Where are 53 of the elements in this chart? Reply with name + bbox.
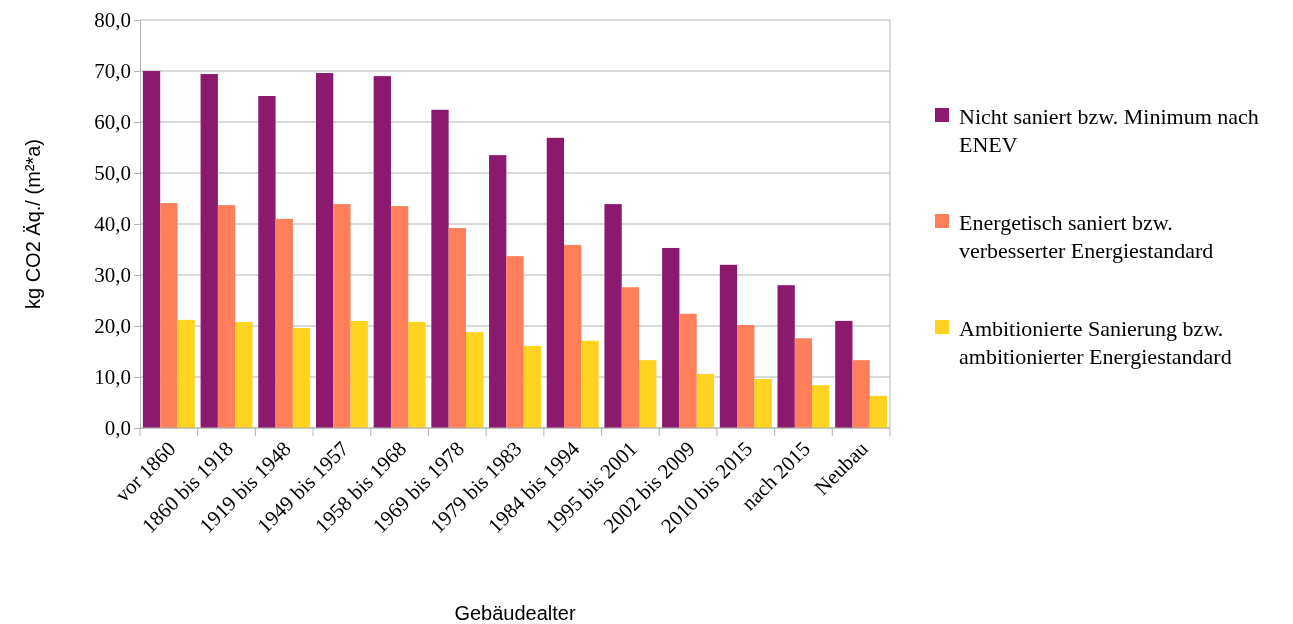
bar [737,324,755,428]
bar [639,360,657,428]
bar [719,264,738,428]
bar [465,332,484,428]
bar [852,360,870,428]
bar [235,321,253,428]
y-axis-title: kg CO2 Äq./ (m²*a) [22,138,44,310]
y-tick-label: 50,0 [94,161,131,186]
y-tick-label: 0,0 [104,416,131,441]
bar [794,338,813,428]
bar [448,228,466,428]
bar [315,73,334,428]
bar [564,244,582,428]
y-tick-label: 40,0 [94,212,131,237]
bar [333,204,351,428]
bar [217,205,236,428]
legend-label: Nicht saniert bzw. Minimum nach ENEV [959,104,1259,157]
y-tick-label: 20,0 [94,314,131,339]
bar [350,320,368,428]
x-axis-title: Gebäudealter [454,602,576,624]
bar [373,76,391,428]
bar [835,320,853,428]
bar [777,285,795,428]
bar [546,137,565,428]
legend-label: Ambitionierte Sanierung bzw. ambitionierter Energiestandard [959,316,1232,369]
bar [177,319,195,428]
bar [160,203,178,428]
bar [604,204,622,428]
legend-label: Energetisch saniert bzw. verbesserter Energiestandard [959,210,1214,263]
bar [662,247,680,428]
bar [754,379,772,428]
bar [506,256,524,428]
y-tick-label: 70,0 [94,59,131,84]
y-tick-label: 60,0 [94,110,131,135]
bar [142,71,161,428]
y-tick-label: 30,0 [94,263,131,288]
bar [812,385,830,428]
bar [696,373,715,428]
y-tick-label: 10,0 [94,365,131,390]
bar [275,218,293,428]
bar [431,109,449,428]
bar [408,321,426,428]
y-tick-label: 80,0 [94,8,131,33]
bar [489,155,507,428]
bar [523,345,541,428]
bar [200,74,218,428]
bar [869,395,888,428]
bar [621,287,640,428]
bar [292,328,311,428]
bar [390,206,409,428]
bar [581,340,599,428]
bar [679,313,697,428]
bar [258,95,276,428]
